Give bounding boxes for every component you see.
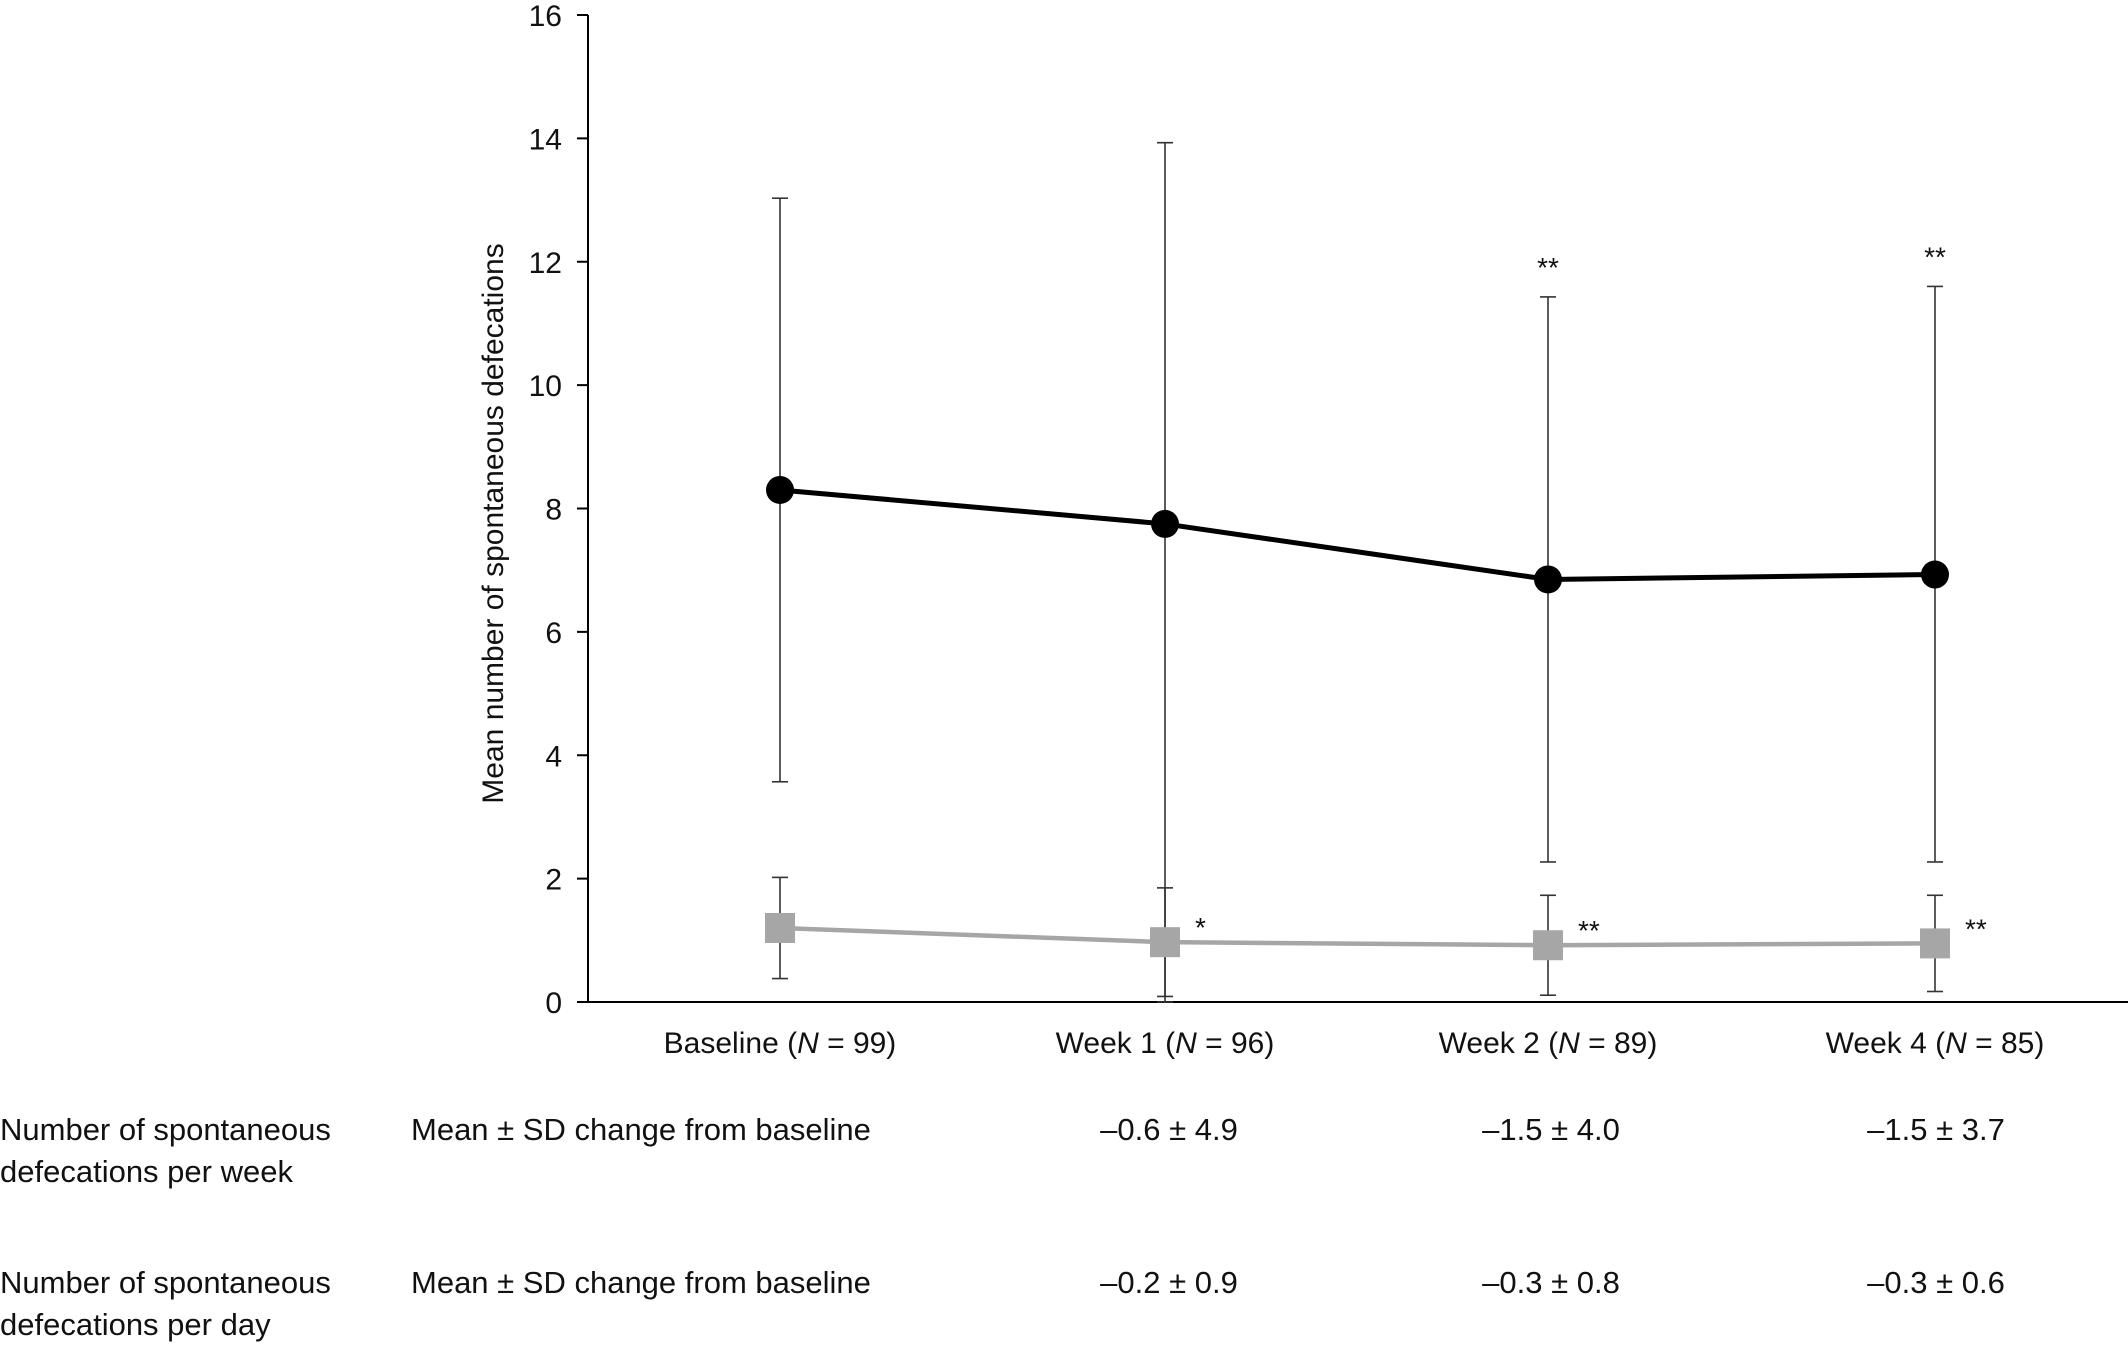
chart-labels: 0 2 4 6 8 10 12 14 16 Mean number of spontaneous … xyxy=(477,0,2044,1060)
row2-value-week1: –0.2 ± 0.9 xyxy=(1100,1265,1238,1300)
y-axis-label: Mean number of spontaneous defecations xyxy=(477,243,510,803)
row2-measure: Mean ± SD change from baseline xyxy=(411,1265,871,1300)
series-1-line xyxy=(779,487,1936,582)
series-1-point xyxy=(1151,509,1179,538)
series-markers xyxy=(765,475,1950,961)
series-2-point xyxy=(1920,928,1950,959)
series-1-point xyxy=(766,475,794,504)
series-2-significance-label: ** xyxy=(1578,915,1600,946)
series-2-significance-label: * xyxy=(1195,912,1206,943)
y-tick-label: 14 xyxy=(529,123,562,156)
x-tick-label: Week 4 (N = 85) xyxy=(1826,1027,2045,1060)
y-tick-label: 12 xyxy=(529,247,562,280)
y-tick-label: 2 xyxy=(545,864,562,897)
y-tick-label: 8 xyxy=(545,494,562,527)
series-lines xyxy=(779,487,1936,948)
row1-value-week2: –1.5 ± 4.0 xyxy=(1482,1112,1620,1147)
y-tick-label: 4 xyxy=(545,740,562,773)
series-2-line xyxy=(779,925,1936,948)
series-2-point xyxy=(1150,927,1180,958)
series-2-point xyxy=(1533,930,1563,961)
row1-label-line1: Number of spontaneous xyxy=(0,1112,331,1147)
chart-axes xyxy=(577,14,2128,1003)
series-2-point xyxy=(765,912,795,943)
row1-measure: Mean ± SD change from baseline xyxy=(411,1112,871,1147)
row1-value-week4: –1.5 ± 3.7 xyxy=(1867,1112,2005,1147)
x-tick-label: Week 1 (N = 96) xyxy=(1056,1027,1275,1060)
row2-value-week2: –0.3 ± 0.8 xyxy=(1482,1265,1620,1300)
series-2-significance-label: ** xyxy=(1965,913,1987,944)
x-tick-label: Week 2 (N = 89) xyxy=(1439,1027,1658,1060)
series-1-significance-label: ** xyxy=(1537,252,1559,283)
row1-label-line2: defecations per week xyxy=(0,1154,293,1189)
row2-label-line1: Number of spontaneous xyxy=(0,1265,331,1300)
series-1-point xyxy=(1534,565,1562,594)
row2-label-line2: defecations per day xyxy=(0,1307,271,1342)
row2-value-week4: –0.3 ± 0.6 xyxy=(1867,1265,2005,1300)
y-tick-label: 10 xyxy=(529,370,562,403)
y-tick-label: 16 xyxy=(529,0,562,33)
series-1-significance-label: ** xyxy=(1924,241,1946,272)
y-tick-label: 0 xyxy=(545,987,562,1020)
x-tick-label: Baseline (N = 99) xyxy=(664,1027,897,1060)
row1-value-week1: –0.6 ± 4.9 xyxy=(1100,1112,1238,1147)
error-bars xyxy=(772,141,1943,1003)
series-1-point xyxy=(1921,560,1949,589)
y-tick-label: 6 xyxy=(545,617,562,650)
